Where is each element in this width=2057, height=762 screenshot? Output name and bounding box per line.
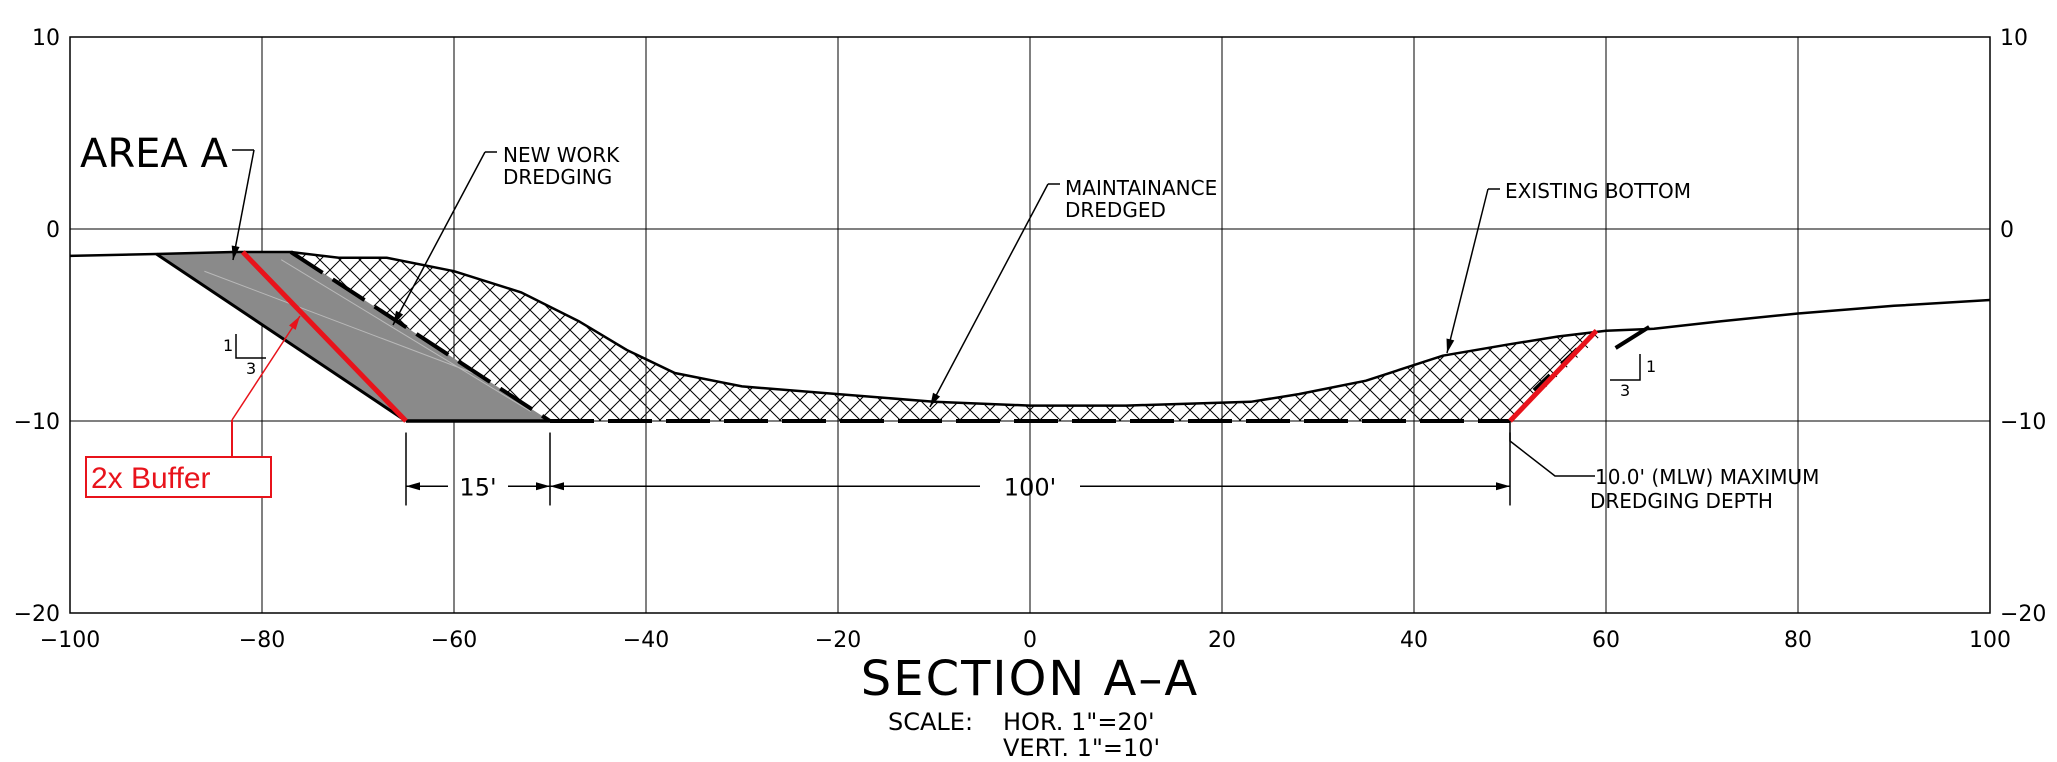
y-tick-label-left: 10 — [32, 26, 60, 51]
scale-horizontal: HOR. 1"=20' — [1003, 708, 1155, 736]
buffer-leader-arrow-head — [288, 316, 300, 330]
dimension-lines: 15' 100' — [405, 432, 1511, 506]
new-work-label-1: NEW WORK — [503, 143, 620, 167]
x-tick-label: 0 — [1023, 628, 1037, 653]
dredge-fills — [156, 252, 1606, 421]
dim-label: 100' — [1004, 473, 1056, 501]
new-work-leader-arrow — [392, 151, 486, 326]
existing-bottom-line — [69, 250, 1991, 407]
design-slope-left — [289, 250, 552, 423]
buffer-box — [85, 456, 272, 498]
max-depth-leader — [1509, 421, 1595, 477]
x-tick-label: 60 — [1592, 628, 1620, 653]
section-title: SECTION A–A — [861, 651, 1199, 707]
dredge-hatch-area — [290, 252, 1606, 421]
x-tick-label: −60 — [431, 628, 477, 653]
scale-prefix: SCALE: — [888, 708, 973, 736]
area-a-leader-arrow — [232, 149, 255, 261]
buffer-leader-arrow — [231, 315, 301, 421]
maint-label-1: MAINTAINANCE — [1065, 176, 1217, 200]
y-tick-label-right: 10 — [2000, 26, 2028, 51]
plot-frame — [69, 36, 1991, 614]
dim-arrowhead — [406, 482, 420, 491]
slope-right-run: 3 — [1620, 381, 1630, 400]
dim-arrowhead — [536, 482, 550, 491]
slope-right-rise: 1 — [1646, 357, 1656, 376]
max-depth-label-1: 10.0' (MLW) MAXIMUM — [1595, 465, 1819, 489]
x-tick-label: 100 — [1969, 628, 2011, 653]
area-a-streak — [204, 270, 474, 374]
design-slope-right-tip — [1614, 325, 1651, 350]
y-tick-label-left: −20 — [14, 602, 60, 627]
dim-arrowhead — [550, 482, 564, 491]
plot-border — [69, 36, 1991, 614]
area-a-left-edge — [155, 252, 407, 423]
slope-left-run: 3 — [246, 359, 256, 378]
y-tick-label-right: −20 — [2000, 602, 2046, 627]
x-tick-label: 80 — [1784, 628, 1812, 653]
max-depth-label-2: DREDGING DEPTH — [1590, 489, 1773, 513]
scale-vertical: VERT. 1"=10' — [1003, 734, 1160, 762]
x-tick-label: 40 — [1400, 628, 1428, 653]
dim-label: 15' — [459, 473, 496, 501]
area-a-streak — [280, 259, 532, 412]
y-tick-label-right: 0 — [2000, 218, 2014, 243]
area-a-label: AREA A — [80, 131, 229, 177]
y-tick-label-left: 0 — [46, 218, 60, 243]
slope-indicator-left — [235, 334, 266, 359]
maint-label-2: DREDGED — [1065, 198, 1166, 222]
slope-left-rise: 1 — [223, 336, 233, 355]
x-tick-label: −100 — [40, 628, 100, 653]
new-work-label-2: DREDGING — [503, 165, 612, 189]
existing-bottom-leader-arrow-head — [1446, 338, 1455, 353]
x-tick-label: −40 — [623, 628, 669, 653]
area-a-leader-arrow-head — [231, 245, 240, 260]
dim-arrowhead — [1496, 482, 1510, 491]
x-tick-label: −20 — [815, 628, 861, 653]
maint-leader-arrow-head — [930, 392, 941, 407]
profile-lines — [69, 250, 1991, 423]
slope-indicator-right — [1610, 354, 1641, 381]
maint-leader-arrow — [929, 183, 1049, 408]
buffer-line-right — [1508, 329, 1599, 423]
y-tick-label-left: −10 — [14, 410, 60, 435]
y-tick-label-right: −10 — [2000, 410, 2046, 435]
x-tick-label: −80 — [239, 628, 285, 653]
new-work-leader-arrow-head — [393, 310, 404, 325]
buffer-line-left — [241, 250, 408, 423]
existing-bottom-leader-arrow — [1446, 188, 1489, 354]
area-a-fill — [156, 252, 550, 421]
x-tick-label: 20 — [1208, 628, 1236, 653]
buffer-label: 2x Buffer — [91, 462, 211, 495]
existing-bottom-label: EXISTING BOTTOM — [1505, 179, 1691, 203]
